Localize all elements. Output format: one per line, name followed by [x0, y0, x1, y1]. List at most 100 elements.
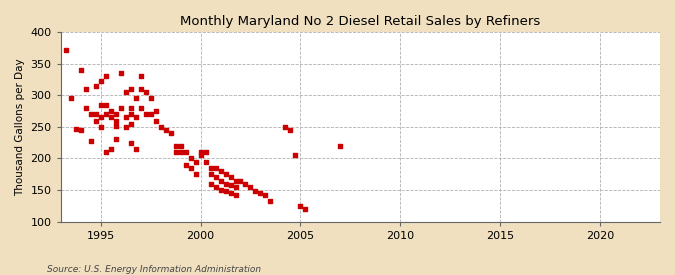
Point: [235, 178, 246, 183]
Point: [76, 128, 86, 132]
Point: [130, 115, 141, 120]
Point: [190, 172, 201, 177]
Point: [80, 87, 91, 91]
Point: [220, 172, 231, 177]
Point: [120, 115, 131, 120]
Point: [205, 182, 216, 186]
Point: [205, 172, 216, 177]
Point: [165, 131, 176, 135]
Point: [285, 128, 296, 132]
Point: [95, 115, 106, 120]
Point: [90, 112, 101, 116]
Point: [180, 150, 191, 154]
Point: [126, 106, 136, 110]
Point: [200, 160, 211, 164]
Point: [180, 163, 191, 167]
Point: [151, 118, 161, 123]
Point: [115, 106, 126, 110]
Point: [110, 118, 121, 123]
Point: [220, 182, 231, 186]
Point: [126, 112, 136, 116]
Point: [215, 178, 226, 183]
Point: [185, 156, 196, 161]
Point: [145, 96, 156, 101]
Point: [215, 169, 226, 173]
Point: [120, 125, 131, 129]
Point: [145, 112, 156, 116]
Point: [265, 199, 276, 204]
Point: [105, 147, 116, 151]
Point: [85, 139, 96, 143]
Point: [135, 87, 146, 91]
Point: [130, 96, 141, 101]
Point: [290, 153, 301, 158]
Point: [260, 192, 271, 197]
Point: [240, 182, 251, 186]
Point: [135, 74, 146, 78]
Point: [176, 144, 186, 148]
Point: [160, 128, 171, 132]
Point: [225, 191, 236, 196]
Point: [151, 109, 161, 113]
Point: [225, 175, 236, 180]
Point: [185, 166, 196, 170]
Point: [170, 144, 181, 148]
Point: [95, 125, 106, 129]
Text: Source: U.S. Energy Information Administration: Source: U.S. Energy Information Administ…: [47, 265, 261, 274]
Point: [250, 189, 261, 194]
Point: [130, 147, 141, 151]
Point: [105, 115, 116, 120]
Point: [90, 84, 101, 88]
Point: [140, 90, 151, 94]
Point: [210, 185, 221, 189]
Point: [280, 125, 291, 129]
Point: [205, 166, 216, 170]
Point: [230, 185, 241, 189]
Point: [195, 153, 206, 158]
Point: [60, 48, 71, 52]
Point: [190, 160, 201, 164]
Point: [210, 175, 221, 180]
Point: [115, 71, 126, 75]
Point: [210, 166, 221, 170]
Point: [110, 137, 121, 142]
Point: [110, 123, 121, 128]
Point: [170, 150, 181, 154]
Point: [101, 74, 111, 78]
Point: [65, 96, 76, 101]
Point: [85, 112, 96, 116]
Point: [101, 103, 111, 107]
Point: [101, 112, 111, 116]
Point: [225, 183, 236, 187]
Point: [101, 150, 111, 154]
Point: [230, 193, 241, 197]
Point: [126, 87, 136, 91]
Point: [220, 189, 231, 194]
Point: [105, 109, 116, 113]
Point: [110, 112, 121, 116]
Point: [90, 118, 101, 123]
Point: [135, 106, 146, 110]
Y-axis label: Thousand Gallons per Day: Thousand Gallons per Day: [15, 58, 25, 196]
Point: [300, 207, 310, 211]
Point: [80, 106, 91, 110]
Point: [295, 204, 306, 208]
Point: [95, 103, 106, 107]
Point: [120, 90, 131, 94]
Point: [140, 112, 151, 116]
Point: [126, 122, 136, 126]
Point: [155, 125, 166, 129]
Point: [70, 126, 81, 131]
Point: [95, 79, 106, 84]
Point: [245, 185, 256, 189]
Point: [195, 150, 206, 154]
Point: [200, 150, 211, 154]
Point: [255, 191, 266, 196]
Title: Monthly Maryland No 2 Diesel Retail Sales by Refiners: Monthly Maryland No 2 Diesel Retail Sale…: [180, 15, 541, 28]
Point: [76, 68, 86, 72]
Point: [126, 141, 136, 145]
Point: [230, 178, 241, 183]
Point: [335, 144, 346, 148]
Point: [176, 150, 186, 154]
Point: [215, 188, 226, 192]
